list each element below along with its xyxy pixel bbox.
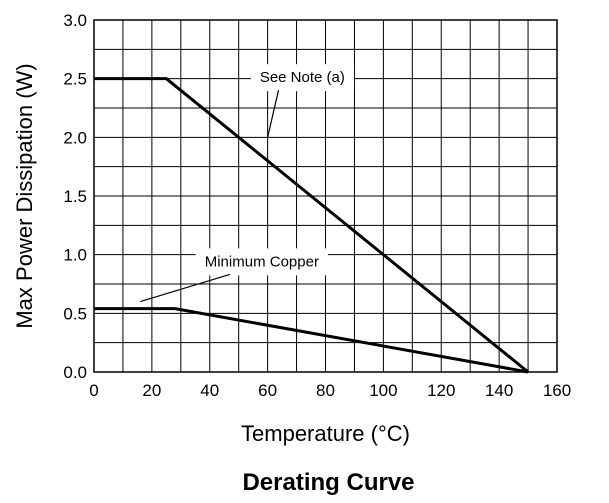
y-tick-label: 2.0 xyxy=(63,128,87,147)
series-group xyxy=(94,77,530,374)
series-line-1 xyxy=(94,307,529,374)
x-tick-label: 0 xyxy=(89,381,98,400)
annotation-leader-line xyxy=(140,273,231,303)
annotation-label: Minimum Copper xyxy=(205,253,319,270)
y-tick-label: 1.5 xyxy=(63,187,87,206)
plot-frame xyxy=(93,19,558,373)
y-axis-title: Max Power Dissipation (W) xyxy=(12,63,37,328)
y-tick-label: 1.0 xyxy=(63,246,87,265)
x-tick-label: 40 xyxy=(200,381,219,400)
x-tick-label: 160 xyxy=(543,381,571,400)
chart-title: Derating Curve xyxy=(242,469,414,496)
y-tick-label: 3.0 xyxy=(63,11,87,30)
x-tick-label: 20 xyxy=(142,381,161,400)
x-tick-label: 80 xyxy=(316,381,335,400)
x-tick-labels: 0 20 40 60 80 100 120 140 160 xyxy=(89,381,571,400)
annotation-label-background xyxy=(195,248,328,276)
x-tick-label: 60 xyxy=(258,381,277,400)
x-tick-label: 140 xyxy=(485,381,513,400)
annotations: See Note (a) Minimum Copper xyxy=(140,64,354,303)
annotation-1: Minimum Copper xyxy=(140,248,328,303)
series-line-0 xyxy=(94,77,530,374)
y-tick-label: 0.0 xyxy=(63,363,87,382)
x-tick-label: 100 xyxy=(369,381,397,400)
y-tick-labels: 0.0 0.5 1.0 1.5 2.0 2.5 3.0 xyxy=(63,11,87,382)
x-tick-label: 120 xyxy=(427,381,455,400)
annotation-0: See Note (a) xyxy=(250,64,354,138)
annotation-label-background xyxy=(250,64,354,92)
annotation-leader-line xyxy=(267,90,280,138)
annotation-label: See Note (a) xyxy=(260,69,345,86)
x-axis-title: Temperature (°C) xyxy=(241,421,410,446)
y-tick-label: 0.5 xyxy=(63,304,87,323)
y-tick-label: 2.5 xyxy=(63,70,87,89)
